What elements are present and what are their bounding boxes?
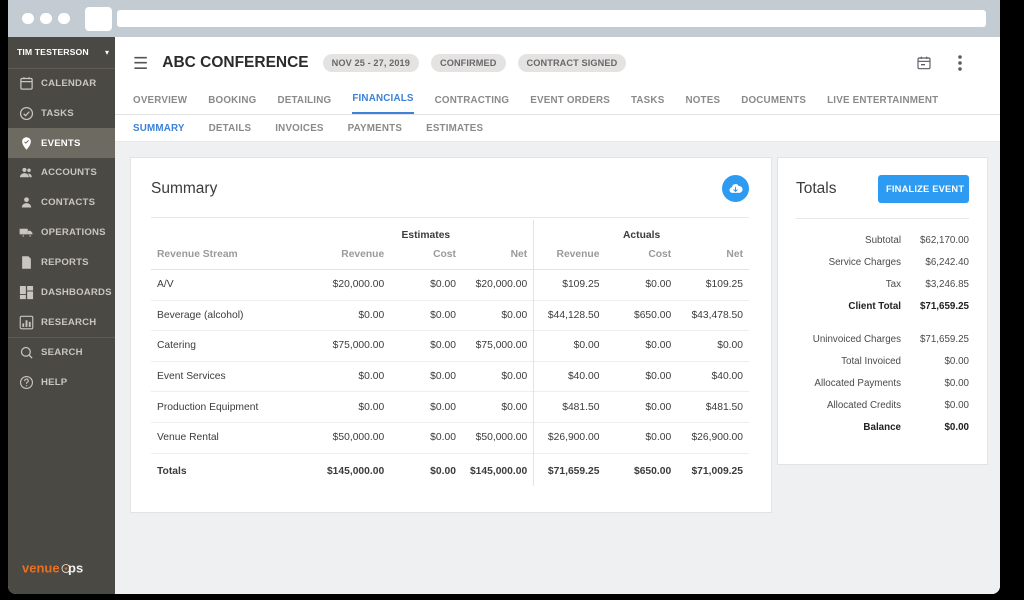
svg-text:venue: venue — [22, 561, 60, 576]
